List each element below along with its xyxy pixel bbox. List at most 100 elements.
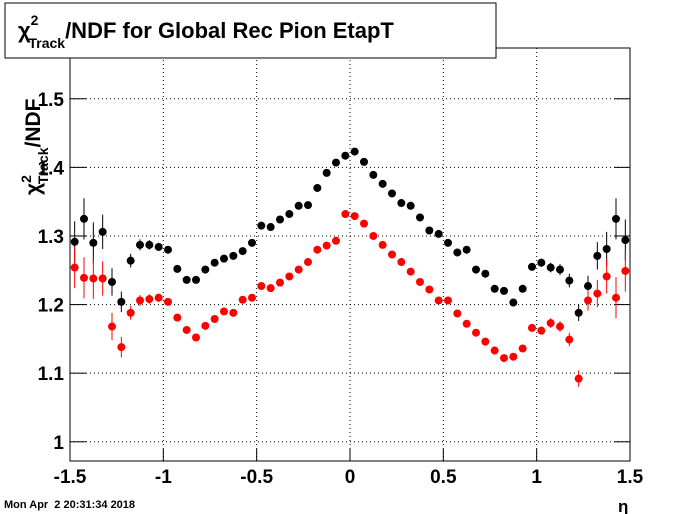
x-tick-label: 1.5: [617, 467, 644, 488]
data-point: [481, 269, 490, 278]
data-point: [397, 258, 406, 267]
data-point: [378, 240, 387, 249]
data-point: [425, 226, 434, 235]
data-point: [238, 247, 247, 256]
data-point: [80, 214, 88, 223]
data-point: [322, 241, 331, 250]
data-point: [602, 245, 611, 254]
data-point: [369, 170, 378, 179]
data-point: [612, 214, 620, 223]
data-point: [322, 168, 331, 177]
data-point: [332, 158, 340, 167]
data-point: [136, 296, 144, 305]
y-tick-label: 1.2: [38, 296, 64, 317]
data-point: [425, 285, 434, 294]
y-axis-label: χ2Track/NDF: [18, 98, 51, 195]
data-point: [285, 210, 294, 219]
data-point: [182, 275, 191, 284]
title-sub: Track: [28, 35, 65, 51]
data-point: [220, 254, 228, 263]
x-tick-label: -0.5: [240, 467, 273, 488]
data-point: [574, 308, 583, 317]
data-point: [434, 296, 443, 305]
data-point: [490, 284, 499, 293]
data-point: [509, 298, 518, 307]
data-point: [108, 277, 116, 286]
data-point: [136, 240, 144, 249]
data-point: [304, 258, 312, 267]
x-axis-label: η: [618, 497, 628, 514]
x-tick-label: 0: [345, 467, 356, 488]
data-point: [565, 335, 574, 344]
data-point: [462, 245, 471, 254]
data-point: [537, 326, 546, 335]
x-tick-label: 1: [531, 467, 542, 488]
data-point: [546, 263, 555, 272]
data-point: [98, 274, 107, 283]
data-point: [117, 297, 126, 306]
data-point: [434, 229, 443, 238]
data-point: [500, 286, 508, 295]
data-point: [276, 278, 284, 287]
data-point: [565, 276, 574, 285]
data-point: [397, 199, 406, 208]
data-point: [406, 267, 415, 276]
data-point: [266, 223, 275, 232]
data-point: [70, 263, 79, 272]
data-point: [117, 343, 126, 352]
data-point: [621, 236, 630, 245]
data-point: [276, 215, 284, 224]
data-point: [444, 296, 452, 305]
data-point: [313, 245, 322, 254]
data-point: [462, 319, 471, 328]
y-label-sub: Track: [35, 147, 51, 184]
data-point: [518, 284, 527, 293]
data-point: [360, 157, 368, 166]
y-label-sup: 2: [18, 175, 34, 183]
data-point: [229, 251, 238, 260]
data-point: [444, 238, 452, 247]
y-label-symbol: χ: [22, 183, 45, 195]
data-point: [248, 293, 256, 302]
plot-area: -1.5 -1 -0.5 0 0.5 1 1.5 1 1.1 1.2 1.3 1.4 1.5: [38, 48, 644, 488]
data-point: [210, 258, 219, 267]
data-point: [472, 328, 480, 337]
title-box: [4, 2, 497, 59]
data-point: [453, 248, 462, 257]
data-point: [416, 213, 424, 222]
data-point: [154, 242, 163, 251]
data-point: [500, 354, 508, 363]
x-tick-label: 0.5: [430, 467, 457, 488]
data-point: [350, 212, 359, 221]
data-point: [528, 262, 536, 271]
data-point: [360, 219, 368, 228]
data-point: [154, 293, 163, 302]
data-point: [70, 237, 79, 246]
data-point: [369, 231, 378, 240]
data-point: [304, 201, 312, 210]
x-tick-label: -1.5: [54, 467, 87, 488]
data-point: [164, 245, 172, 254]
data-point: [192, 333, 200, 342]
data-point: [332, 236, 340, 245]
data-point: [210, 314, 219, 323]
data-point: [593, 289, 602, 298]
y-tick-label: 1.5: [38, 90, 65, 111]
data-point: [126, 308, 135, 317]
data-point: [341, 210, 350, 219]
data-point: [593, 251, 602, 260]
timestamp: Mon Apr 2 20:31:34 2018: [4, 499, 135, 511]
data-point: [192, 275, 200, 284]
data-point: [574, 374, 583, 383]
title-symbol: χ: [18, 18, 31, 43]
data-point: [257, 221, 266, 230]
data-point: [164, 297, 172, 306]
x-tick-label: -1: [155, 467, 172, 488]
data-point: [248, 238, 256, 247]
data-point: [481, 337, 490, 346]
data-point: [173, 264, 182, 273]
data-point: [388, 189, 396, 198]
data-point: [537, 258, 546, 267]
data-point: [220, 307, 228, 316]
